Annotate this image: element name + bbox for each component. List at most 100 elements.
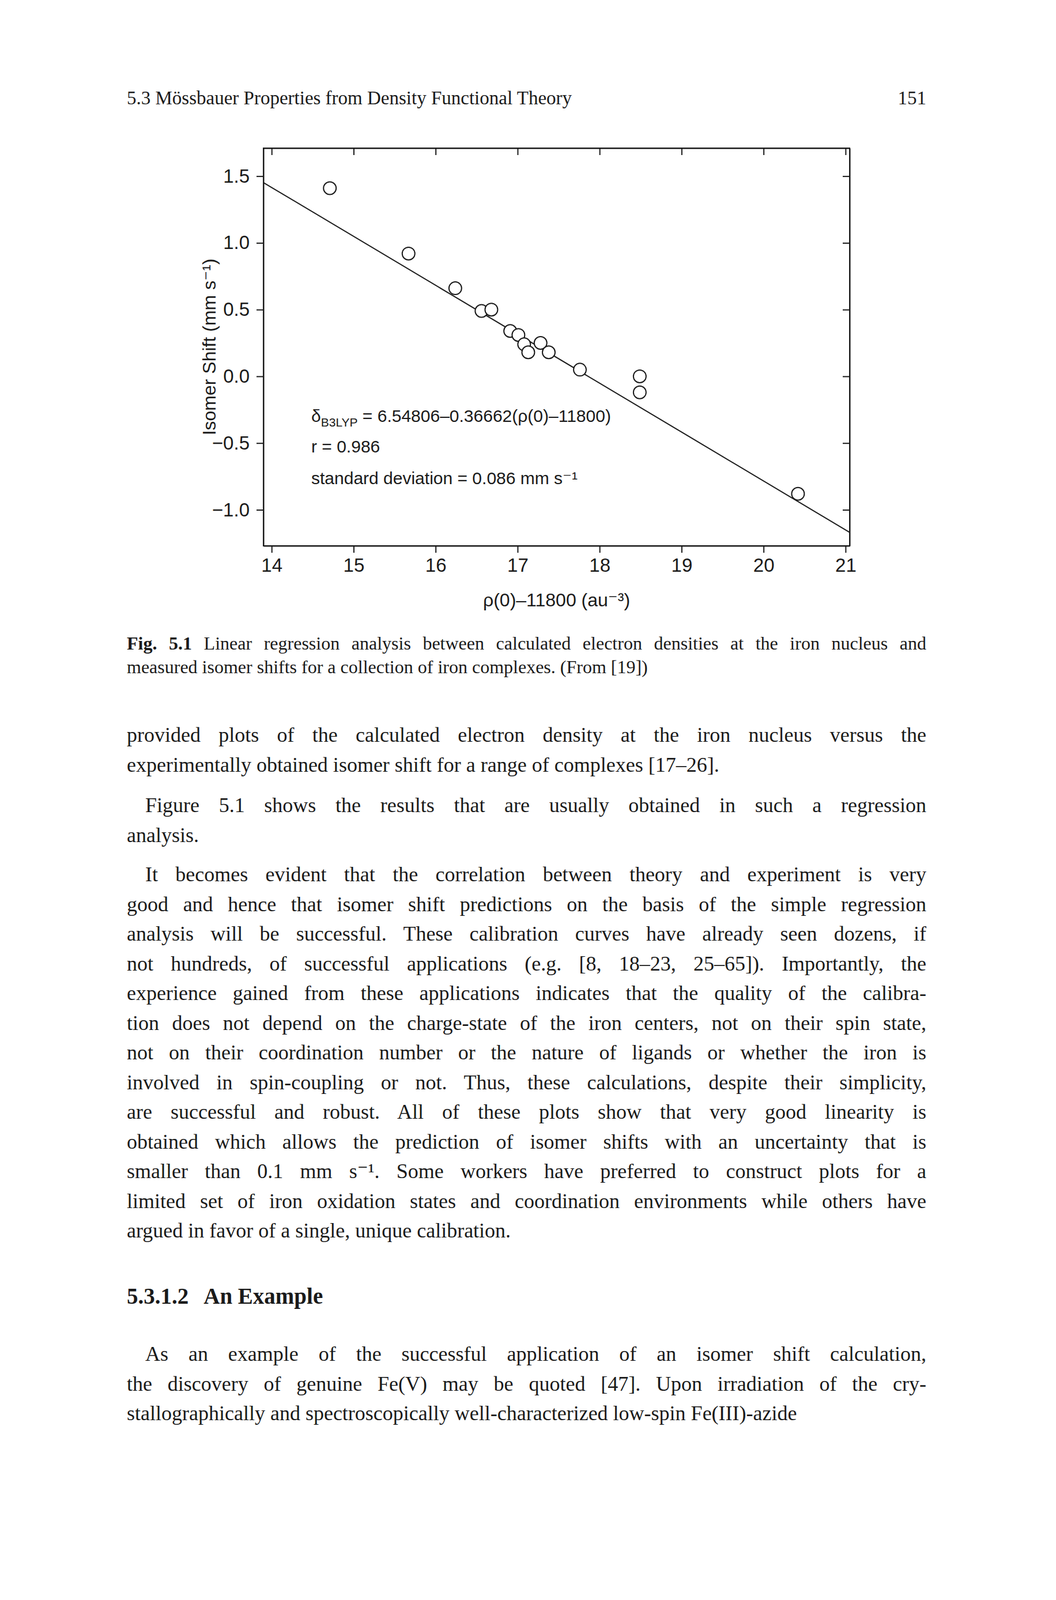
body-line: analysis. [126,823,927,848]
running-title: 5.3 Mössbauer Properties from Density Fu… [126,87,572,109]
tick: 17 [507,545,529,576]
data-point [633,386,647,399]
tick-label: 17 [507,554,529,576]
body-line: provided plots of the calculated electro… [126,722,927,748]
x-axis-top [264,148,851,156]
data-point [633,370,647,383]
tick: 0.5 [223,298,264,320]
data-point [521,345,535,359]
x-axis: 14 15 16 17 18 19 20 21 [261,545,856,576]
annotation-text: = 6.54806–0.36662(ρ(0)–11800) [357,406,612,426]
data-point [791,487,805,501]
body-line: not hundreds, of successful applications… [126,951,927,976]
body-line: experience gained from these application… [126,981,927,1006]
annotation-symbol: δ [311,406,322,426]
tick-mark [435,148,437,156]
tick-mark [517,545,519,553]
y-axis-right [842,148,851,547]
tick-mark [842,175,850,177]
axis-line [849,148,851,547]
tick [599,148,601,156]
tick: 19 [671,545,693,576]
tick-label: 0.0 [223,365,250,387]
body-line: not on their coordination number or the … [126,1040,927,1065]
tick-label: 19 [671,554,693,576]
tick: 21 [835,545,857,576]
body-line: obtained which allows the prediction of … [126,1129,927,1154]
tick [842,376,850,377]
body-line: argued in favor of a single, unique cali… [126,1218,927,1243]
body-line: are successful and robust. All of these … [126,1099,927,1125]
body-line: analysis will be successful. These calib… [126,921,927,946]
tick: 16 [425,545,447,576]
tick: 14 [261,545,283,576]
section-heading: 5.3.1.2 An Example [126,1283,323,1310]
caption-text: Linear regression analysis between calcu… [204,632,927,654]
tick-mark [353,545,355,553]
body-line: smaller than 0.1 mm s⁻¹. Some workers ha… [126,1159,927,1184]
tick-mark [256,309,264,311]
tick-mark [763,545,765,553]
body-line: the discovery of genuine Fe(V) may be qu… [126,1371,927,1397]
tick [681,148,682,156]
body-line: experimentally obtained isomer shift for… [126,752,927,778]
caption-line: measured isomer shifts for a collection … [126,656,927,678]
body-line: Figure 5.1 shows the results that are us… [145,793,927,818]
section-title: An Example [203,1283,323,1309]
tick-mark [842,509,850,511]
body-line: stallographically and spectroscopically … [126,1401,927,1426]
annotation: δB3LYP = 6.54806–0.36662(ρ(0)–11800) [311,406,612,429]
tick-mark [842,309,850,311]
tick [842,242,850,244]
caption-line: Fig. 5.1 Linear regression analysis betw… [126,632,927,655]
data-point [323,181,337,195]
annotation: standard deviation = 0.086 mm s⁻¹ [311,468,578,488]
tick [845,148,847,156]
tick-label: 16 [425,554,447,576]
tick-mark [256,442,264,444]
tick-mark [435,545,437,553]
page-number: 151 [811,87,927,109]
tick-mark [845,545,847,553]
axis-line [264,148,851,150]
body-line: limited set of iron oxidation states and… [126,1189,927,1214]
section-number: 5.3.1.2 [126,1283,189,1309]
tick-label: 1.5 [223,165,250,187]
tick-label: 20 [753,554,775,576]
plot-frame [263,148,850,546]
y-axis-title: Isomer Shift (mm s⁻¹) [198,258,220,436]
tick [435,148,437,156]
tick-label: 15 [343,554,365,576]
tick: −1.0 [212,499,264,521]
tick-mark [256,375,264,377]
annotation: r = 0.986 [311,436,380,456]
tick-label: 21 [835,554,857,576]
tick [842,309,850,311]
tick [271,148,273,156]
tick [353,148,354,156]
tick-label: 1.0 [223,231,250,254]
tick: −0.5 [212,432,264,454]
tick [842,443,850,444]
tick-label: 18 [589,554,611,576]
tick-mark [256,242,264,244]
tick-mark [353,148,355,156]
tick [842,176,850,177]
body-line: It becomes evident that the correlation … [145,862,927,887]
tick: 20 [753,545,775,576]
fit-line [263,182,850,533]
tick-mark [271,545,273,553]
annotation-text: standard deviation = 0.086 mm s⁻¹ [311,468,578,488]
tick-label: 14 [261,554,283,576]
body-line: involved in spin-coupling or not. Thus, … [126,1070,927,1095]
annotation-subscript: B3LYP [321,415,358,429]
annotation-text: r = 0.986 [311,436,380,456]
caption-label: Fig. 5.1 [126,632,192,654]
data-point [484,303,498,316]
data-point [449,281,462,295]
tick-label: 0.5 [223,298,250,320]
tick: 15 [343,545,365,576]
tick-mark [256,509,264,511]
x-axis-title: ρ(0)–11800 (au⁻³) [483,589,631,611]
tick-mark [599,148,601,156]
